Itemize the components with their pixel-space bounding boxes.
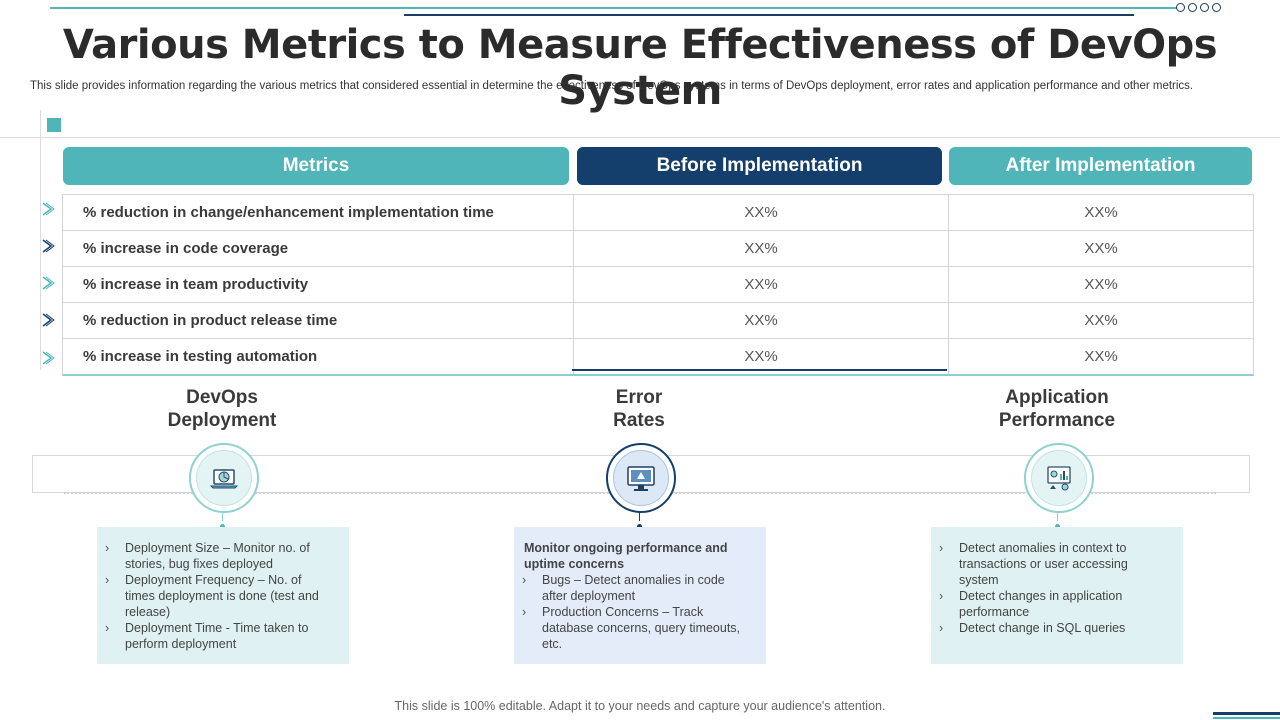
- footer-note: This slide is 100% editable. Adapt it to…: [394, 699, 886, 713]
- chevron-right-icon: [42, 313, 55, 327]
- header-after-implementation: After Implementation: [949, 147, 1252, 185]
- top-decor-line: [50, 7, 1180, 9]
- before-cell: XX%: [574, 267, 949, 302]
- list-item: Detect changes in application performanc…: [939, 588, 1167, 620]
- decor-square: [47, 118, 61, 132]
- app-performance-details-box: Detect anomalies in context to transacti…: [931, 527, 1183, 664]
- list-item: Detect change in SQL queries: [939, 620, 1167, 636]
- section-title-app-performance: Application Performance: [998, 387, 1116, 431]
- divider-vertical: [40, 110, 41, 370]
- after-cell: XX%: [1084, 204, 1118, 221]
- error-rates-details-box: Monitor ongoing performance and uptime c…: [514, 527, 766, 664]
- connector-dot: [220, 524, 225, 529]
- metric-cell: % increase in code coverage: [63, 231, 574, 266]
- before-cell: XX%: [574, 231, 949, 266]
- chevron-right-icon: [42, 276, 55, 290]
- connector: [1057, 511, 1058, 521]
- chevron-right-icon: [42, 239, 55, 253]
- top-decor-line-navy: [404, 14, 1134, 16]
- table-row: % reduction in product release time XX% …: [63, 303, 1253, 339]
- after-cell: XX%: [1084, 276, 1118, 293]
- metric-cell: % increase in testing automation: [63, 339, 574, 374]
- after-cell: XX%: [1084, 312, 1118, 329]
- deployment-details-box: Deployment Size – Monitor no. of stories…: [97, 527, 349, 664]
- analytics-dashboard-icon: [1047, 466, 1071, 491]
- box-lead-text: Monitor ongoing performance and uptime c…: [524, 541, 728, 571]
- corner-decor: [1213, 717, 1280, 719]
- divider: [0, 137, 1280, 138]
- before-cell: XX%: [574, 339, 949, 374]
- list-item: Production Concerns – Track database con…: [522, 604, 750, 652]
- app-performance-icon-circle: [1024, 443, 1094, 513]
- table-row: % increase in team productivity XX% XX%: [63, 267, 1253, 303]
- after-cell: XX%: [1084, 348, 1118, 365]
- connector-dot: [1055, 524, 1060, 529]
- connector: [222, 511, 223, 521]
- after-cell: XX%: [1084, 240, 1118, 257]
- metric-cell: % reduction in product release time: [63, 303, 574, 338]
- before-cell: XX%: [574, 195, 949, 230]
- table-row: % reduction in change/enhancement implem…: [63, 195, 1253, 231]
- metrics-table: % reduction in change/enhancement implem…: [62, 194, 1254, 376]
- monitor-warning-icon: [627, 466, 655, 491]
- corner-decor: [1213, 712, 1280, 715]
- connector: [639, 511, 640, 521]
- metric-cell: % increase in team productivity: [63, 267, 574, 302]
- laptop-chart-icon: [209, 469, 239, 489]
- header-before-implementation: Before Implementation: [577, 147, 942, 185]
- table-row: % increase in code coverage XX% XX%: [63, 231, 1253, 267]
- list-item: Deployment Time - Time taken to perform …: [105, 620, 333, 652]
- chevron-right-icon: [42, 202, 55, 216]
- list-item: Deployment Frequency – No. of times depl…: [105, 572, 333, 620]
- before-cell: XX%: [574, 303, 949, 338]
- chevron-right-icon: [42, 351, 55, 365]
- top-decor-dots: [1176, 3, 1221, 12]
- slide-title: Various Metrics to Measure Effectiveness…: [62, 22, 1218, 114]
- section-title-deployment: DevOps Deployment: [167, 387, 277, 431]
- error-rates-icon-circle: [606, 443, 676, 513]
- list-item: Bugs – Detect anomalies in code after de…: [522, 572, 750, 604]
- slide-subtitle: This slide provides information regardin…: [30, 80, 1194, 92]
- table-row: % increase in testing automation XX% XX%: [63, 339, 1253, 374]
- section-title-error-rates: Error Rates: [613, 387, 665, 431]
- metric-cell: % reduction in change/enhancement implem…: [63, 195, 574, 230]
- deployment-icon-circle: [189, 443, 259, 513]
- before-column-accent: [572, 369, 947, 371]
- header-metrics: Metrics: [63, 147, 569, 185]
- list-item: Detect anomalies in context to transacti…: [939, 540, 1167, 588]
- list-item: Deployment Size – Monitor no. of stories…: [105, 540, 333, 572]
- connector-dot: [637, 524, 642, 529]
